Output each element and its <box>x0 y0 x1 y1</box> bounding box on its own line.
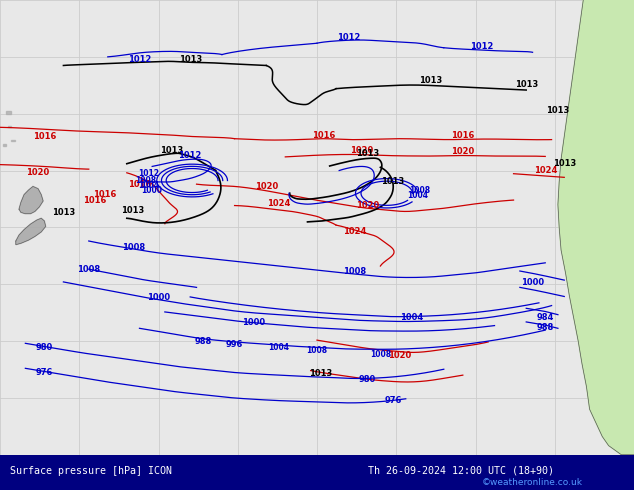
Text: 1013: 1013 <box>356 149 379 158</box>
Polygon shape <box>3 144 6 146</box>
Text: 1024: 1024 <box>344 227 366 236</box>
Text: 160W: 160W <box>149 459 168 466</box>
Text: 1020: 1020 <box>350 147 373 155</box>
Text: 1000: 1000 <box>141 187 162 196</box>
Text: 980: 980 <box>359 375 377 384</box>
Text: 180: 180 <box>46 459 59 466</box>
Text: 1013: 1013 <box>420 76 443 85</box>
Text: 1020: 1020 <box>388 351 411 360</box>
Text: 1004: 1004 <box>401 313 424 322</box>
Text: 1024: 1024 <box>268 199 290 208</box>
Text: 1013: 1013 <box>515 79 538 89</box>
Text: 980: 980 <box>36 343 53 352</box>
Text: 150W: 150W <box>202 459 221 466</box>
Text: 1024: 1024 <box>534 166 557 175</box>
Text: 996: 996 <box>226 340 243 349</box>
Text: 1008: 1008 <box>122 244 145 252</box>
Text: 100W: 100W <box>466 459 485 466</box>
Text: 120W: 120W <box>360 459 379 466</box>
Text: Th 26-09-2024 12:00 UTC (18+90): Th 26-09-2024 12:00 UTC (18+90) <box>368 466 553 476</box>
Text: 1016: 1016 <box>128 180 151 189</box>
Polygon shape <box>11 140 15 141</box>
Text: 984: 984 <box>536 313 554 322</box>
Text: 1020: 1020 <box>356 201 379 210</box>
Text: 110W: 110W <box>413 459 432 466</box>
Text: 1013: 1013 <box>160 147 183 155</box>
Text: 1012: 1012 <box>179 151 202 160</box>
Text: 988: 988 <box>194 337 212 345</box>
Polygon shape <box>6 111 11 114</box>
Text: 90W: 90W <box>521 459 536 466</box>
Text: 1012: 1012 <box>138 169 160 178</box>
Text: 1012: 1012 <box>337 33 360 42</box>
Text: 1008: 1008 <box>306 345 328 355</box>
Text: 1013: 1013 <box>382 177 404 186</box>
Text: 1013: 1013 <box>553 159 576 168</box>
Text: 1004: 1004 <box>406 191 428 199</box>
Text: 170E: 170E <box>0 459 8 466</box>
Text: 1016: 1016 <box>93 190 116 199</box>
Text: 1008: 1008 <box>370 350 391 359</box>
Text: 1013: 1013 <box>52 208 75 217</box>
Text: 1020: 1020 <box>451 147 474 156</box>
Text: 140W: 140W <box>255 459 274 466</box>
Polygon shape <box>19 186 43 214</box>
Polygon shape <box>16 218 46 245</box>
Text: 130W: 130W <box>307 459 327 466</box>
Text: 1016: 1016 <box>84 196 107 205</box>
Text: 1000: 1000 <box>521 278 544 287</box>
Text: 1013: 1013 <box>309 369 332 378</box>
Text: 1020: 1020 <box>255 182 278 191</box>
Text: 170W: 170W <box>96 459 115 466</box>
Text: 1013: 1013 <box>547 105 569 115</box>
Text: 976: 976 <box>384 395 402 405</box>
Text: 1008: 1008 <box>77 265 100 274</box>
Text: 70W: 70W <box>626 459 634 466</box>
Text: 1004: 1004 <box>138 181 160 190</box>
Text: 1008: 1008 <box>135 175 157 185</box>
Text: ©weatheronline.co.uk: ©weatheronline.co.uk <box>482 478 583 487</box>
Text: 1012: 1012 <box>470 42 493 51</box>
Text: 80W: 80W <box>574 459 588 466</box>
Polygon shape <box>8 125 11 127</box>
Text: 1016: 1016 <box>451 130 474 140</box>
Text: 1013: 1013 <box>179 54 202 64</box>
Text: 1004: 1004 <box>268 343 290 352</box>
Text: 988: 988 <box>536 323 554 332</box>
Text: 1012: 1012 <box>128 54 151 64</box>
Text: 1016: 1016 <box>33 132 56 141</box>
Text: Surface pressure [hPa] ICON: Surface pressure [hPa] ICON <box>10 466 172 476</box>
Text: 1013: 1013 <box>122 206 145 215</box>
Polygon shape <box>558 0 634 455</box>
Text: 1016: 1016 <box>312 130 335 140</box>
Text: 976: 976 <box>36 368 53 377</box>
Text: 1000: 1000 <box>242 318 265 327</box>
Text: 1008: 1008 <box>409 186 430 195</box>
Text: 1020: 1020 <box>27 168 49 177</box>
Text: 1008: 1008 <box>344 268 366 276</box>
Text: 1000: 1000 <box>147 294 170 302</box>
